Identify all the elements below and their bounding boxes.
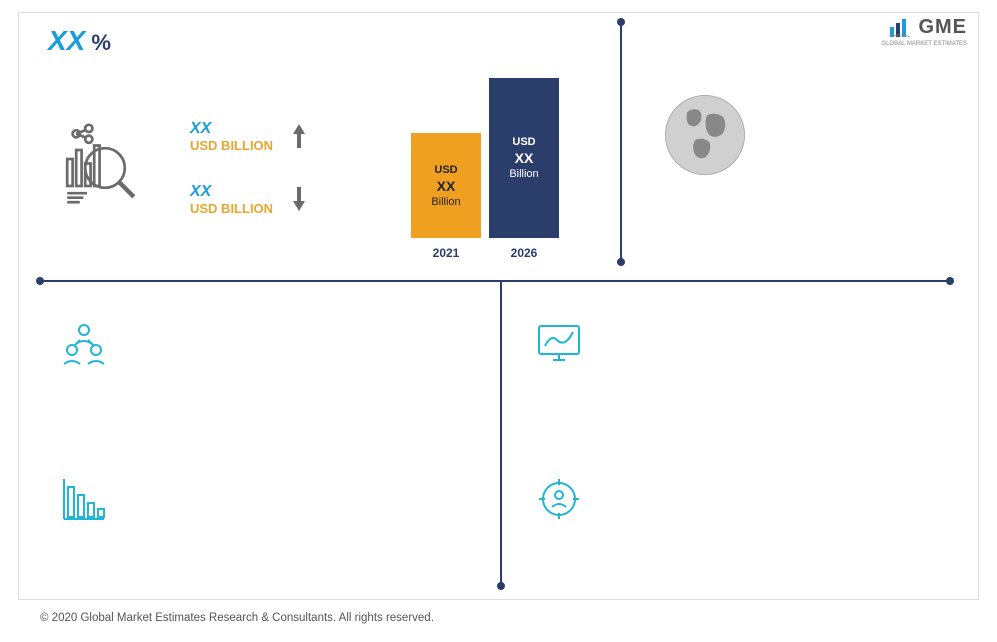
bar-2021-wrap: USD XX Billion 2021 — [411, 133, 481, 260]
bar-2021: USD XX Billion — [411, 133, 481, 238]
percent-headline: XX % — [48, 25, 111, 57]
percent-value: XX — [48, 25, 85, 57]
infographic-container: GME GLOBAL MARKET ESTIMATES XX % — [0, 0, 997, 642]
globe-icon — [660, 90, 750, 180]
team-icon — [60, 355, 108, 372]
bar-2026-billion: Billion — [509, 168, 538, 180]
target-icon — [535, 510, 583, 527]
bar-2021-year: 2021 — [433, 246, 460, 260]
logo-subtitle: GLOBAL MARKET ESTIMATES — [881, 41, 967, 47]
card-monitor — [535, 320, 595, 380]
logo: GME GLOBAL MARKET ESTIMATES — [888, 15, 967, 39]
analytics-icon — [60, 123, 150, 213]
arrow-up-icon — [291, 122, 307, 150]
bar-2026-year: 2026 — [511, 246, 538, 260]
bar-2026-wrap: USD XX Billion 2026 — [489, 78, 559, 260]
logo-icon — [888, 15, 912, 39]
metric-up-text: XX USD BILLION — [190, 120, 273, 153]
metrics-block: XX USD BILLION XX USD BILLION — [190, 120, 307, 216]
arrow-down-icon — [291, 185, 307, 213]
metric-up-row: XX USD BILLION — [190, 120, 307, 153]
metric-down-unit: USD BILLION — [190, 201, 273, 216]
card-team — [60, 320, 120, 380]
metric-up-unit: USD BILLION — [190, 138, 273, 153]
bar-chart: USD XX Billion 2021 USD XX Billion 2026 — [400, 70, 570, 260]
bar-chart-icon — [60, 510, 108, 527]
logo-text: GME — [918, 16, 967, 39]
bar-2026: USD XX Billion — [489, 78, 559, 238]
bar-2026-value: XX — [515, 150, 534, 166]
bar-2021-value: XX — [437, 178, 456, 194]
card-target — [535, 475, 595, 535]
vertical-divider-top — [620, 22, 622, 262]
horizontal-divider — [40, 280, 950, 282]
percent-symbol: % — [91, 30, 111, 56]
bar-2026-usd: USD — [512, 136, 535, 148]
metric-down-value: XX — [190, 183, 273, 201]
bar-2021-billion: Billion — [431, 196, 460, 208]
metric-down-row: XX USD BILLION — [190, 183, 307, 216]
lower-section — [55, 305, 945, 595]
copyright-text: © 2020 Global Market Estimates Research … — [40, 612, 434, 624]
monitor-icon — [535, 355, 583, 372]
card-barchart — [60, 475, 120, 535]
metric-up-value: XX — [190, 120, 273, 138]
bar-2021-usd: USD — [434, 164, 457, 176]
metric-down-text: XX USD BILLION — [190, 183, 273, 216]
vertical-divider-bottom — [500, 281, 502, 586]
